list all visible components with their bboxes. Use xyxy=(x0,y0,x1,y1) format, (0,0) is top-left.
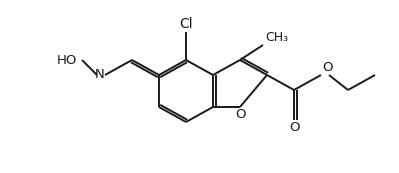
Text: Cl: Cl xyxy=(179,17,193,31)
Text: CH₃: CH₃ xyxy=(265,31,288,44)
Text: O: O xyxy=(289,121,299,134)
Text: O: O xyxy=(235,108,245,121)
Text: HO: HO xyxy=(57,53,77,66)
Text: O: O xyxy=(322,61,332,74)
Text: N: N xyxy=(94,69,104,81)
